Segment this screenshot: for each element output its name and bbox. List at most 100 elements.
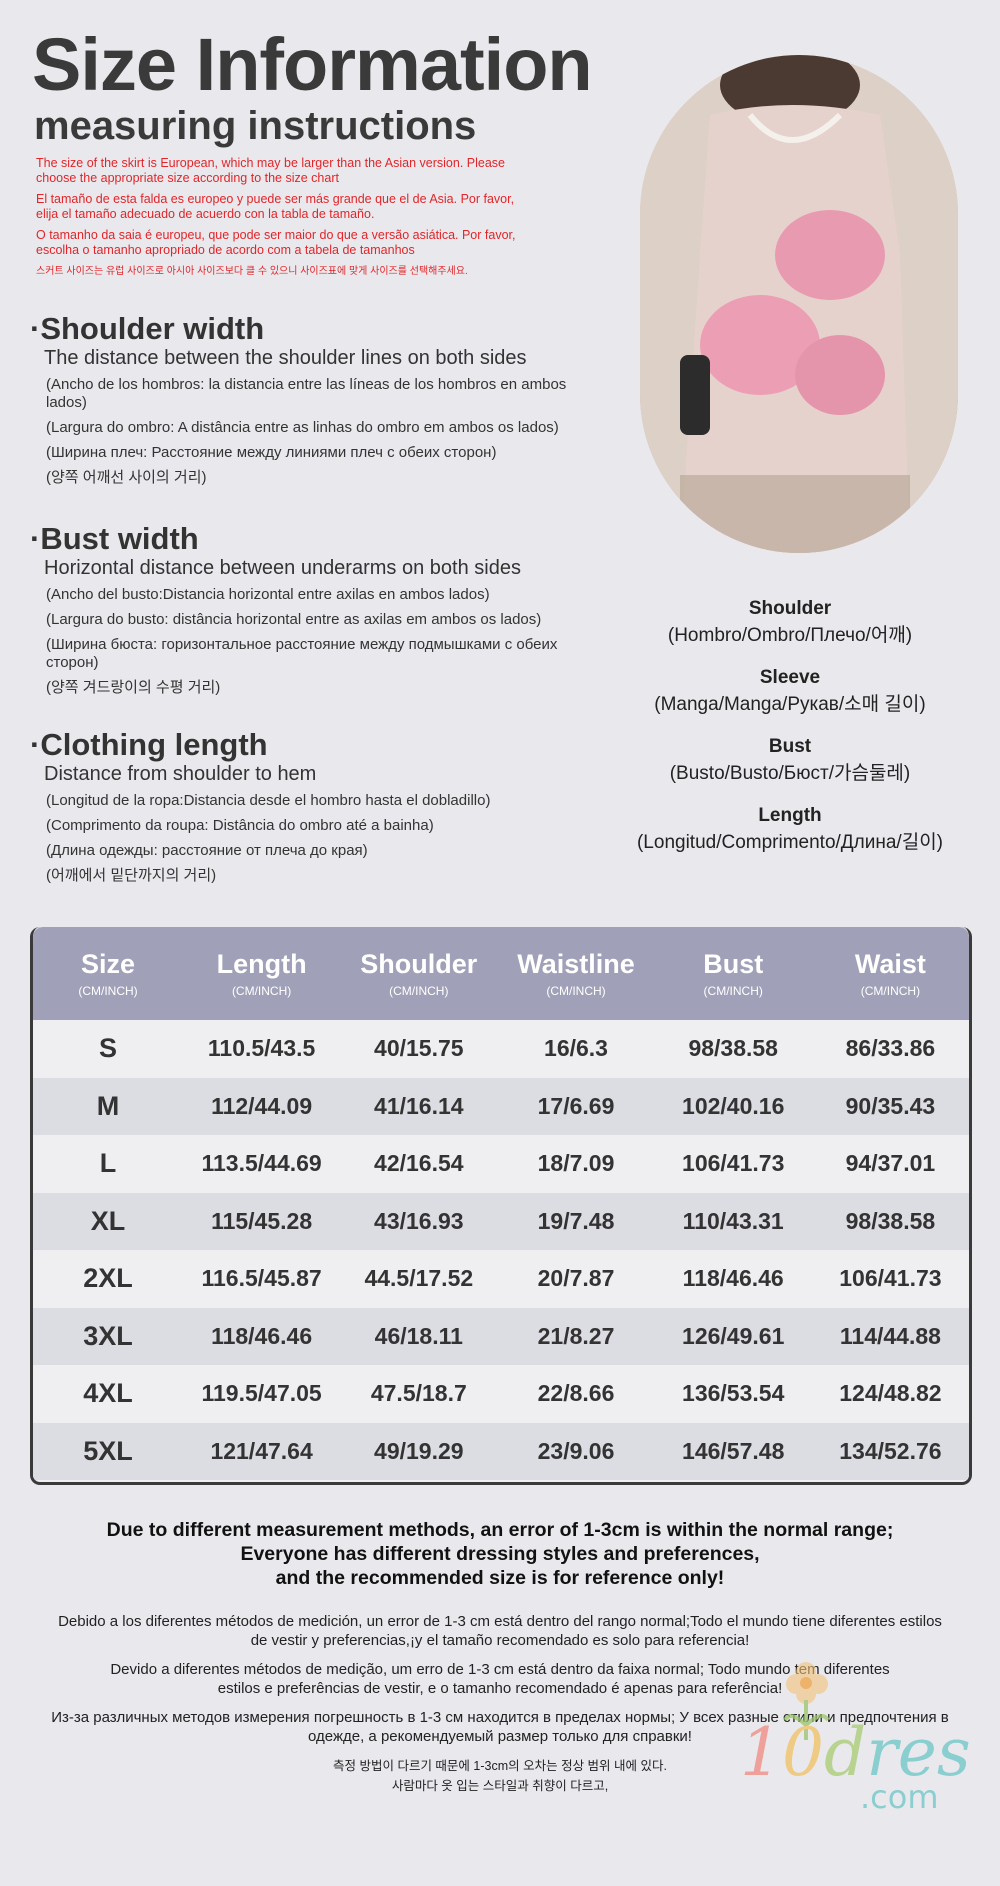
- table-cell: 118/46.46: [682, 1265, 784, 1292]
- table-cell: 136/53.54: [682, 1380, 785, 1407]
- product-photo: [640, 55, 958, 553]
- header-label: Waist: [854, 949, 926, 979]
- table-cell: 20/7.87: [537, 1265, 615, 1292]
- table-cell: 22/8.66: [537, 1380, 615, 1407]
- disclaimer-ru: Из-за различных методов измерения погреш…: [51, 1709, 949, 1745]
- notice-es: El tamaño de esta falda es europeo y pue…: [36, 192, 515, 221]
- header-label: Shoulder: [360, 949, 478, 979]
- translation: (Comprimento da roupa: Distância do ombr…: [46, 817, 434, 834]
- table-cell: 115/45.28: [211, 1207, 313, 1234]
- table-cell: 5XL: [83, 1435, 133, 1466]
- header-unit: (CM/INCH): [231, 984, 292, 998]
- table-cell: 106/41.73: [839, 1265, 942, 1292]
- page-subtitle: measuring instructions: [34, 104, 477, 148]
- disclaimer-ko-2: 사람마다 옷 입는 스타일과 취향이 다르고,: [391, 1779, 609, 1793]
- disclaimer: Due to different measurement methods, an…: [40, 1518, 960, 1796]
- table-cell: 17/6.69: [537, 1092, 615, 1119]
- translation: (Ширина бюста: горизонтальное расстояние…: [46, 636, 558, 671]
- section-title: ·Bust width: [30, 521, 199, 556]
- label-translation: (Manga/Manga/Рукав/소매 길이): [654, 694, 926, 715]
- table-cell: 146/57.48: [682, 1437, 785, 1464]
- table-header: Size (CM/INCH) Length (CM/INCH) Shoulder (CM/…: [33, 927, 969, 1020]
- header-unit: (CM/INCH): [389, 984, 449, 998]
- table-row: 2XL 116.5/45.87 44.5/17.52 20/7.87 118/46.46…: [33, 1250, 969, 1308]
- column-header: Waistline (CM/INCH): [497, 949, 654, 998]
- table-row: M 112/44.09 41/16.14 17/6.69 102/40.16 90/35.…: [33, 1077, 969, 1135]
- section-desc: Horizontal distance between underarms on…: [44, 557, 521, 579]
- label-translation: (Longitud/Comprimento/Длина/길이): [636, 832, 944, 853]
- label-name: Length: [758, 805, 822, 826]
- table-cell: 43/16.93: [374, 1207, 464, 1234]
- label-name: Bust: [768, 736, 812, 757]
- section-shoulder-width: ·Shoulder width The distance between the…: [30, 312, 590, 494]
- size-chart-table: Size (CM/INCH) Length (CM/INCH) Shoulder (CM/…: [30, 927, 972, 1485]
- translation: (Longitud de la ropa:Distancia desde el …: [46, 792, 491, 809]
- section-bust-width: ·Bust width Horizontal distance between …: [30, 522, 590, 704]
- table-cell: 114/44.88: [839, 1322, 941, 1349]
- table-cell: 40/15.75: [374, 1035, 464, 1062]
- translation: (Largura do busto: distância horizontal …: [46, 611, 542, 628]
- table-cell: 110/43.31: [682, 1207, 784, 1234]
- table-cell: 121/47.64: [210, 1437, 313, 1464]
- table-cell: 2XL: [83, 1263, 133, 1294]
- label-translation: (Busto/Busto/Бюст/가슴둘레): [669, 763, 911, 784]
- table-cell: M: [96, 1090, 120, 1121]
- table-cell: L: [99, 1148, 117, 1179]
- section-desc: Distance from shoulder to hem: [44, 763, 317, 785]
- section-clothing-length: ·Clothing length Distance from shoulder …: [30, 728, 590, 892]
- table-cell: 126/49.61: [682, 1322, 785, 1349]
- table-cell: 46/18.11: [374, 1322, 463, 1349]
- table-cell: XL: [90, 1205, 126, 1236]
- disclaimer-line: and the recommended size is for referenc…: [275, 1567, 725, 1589]
- header-label: Waistline: [517, 949, 635, 979]
- label-translation: (Hombro/Ombro/Плечо/어깨): [667, 625, 913, 646]
- notice-en: The size of the skirt is European, which…: [36, 156, 505, 185]
- column-header: Shoulder (CM/INCH): [340, 949, 497, 998]
- label-name: Sleeve: [759, 667, 821, 688]
- label-name: Shoulder: [748, 598, 832, 619]
- label-bust: Bust (Busto/Busto/Бюст/가슴둘레): [600, 736, 980, 785]
- label-length: Length (Longitud/Comprimento/Длина/길이): [600, 805, 980, 854]
- section-desc: The distance between the shoulder lines …: [44, 347, 527, 369]
- table-cell: 86/33.86: [845, 1035, 936, 1062]
- table-row: 4XL 119.5/47.05 47.5/18.7 22/8.66 136/53.54 1…: [33, 1365, 969, 1423]
- page-title: Size Information: [32, 23, 593, 106]
- table-cell: 4XL: [83, 1378, 133, 1409]
- size-notice: The size of the skirt is European, which…: [36, 156, 516, 285]
- translation: (어깨에서 밑단까지의 거리): [46, 867, 217, 884]
- table-cell: 124/48.82: [839, 1380, 942, 1407]
- table-cell: 94/37.01: [845, 1150, 936, 1177]
- notice-ko: 스커트 사이즈는 유럽 사이즈로 아시아 사이즈보다 클 수 있으니 사이즈표에…: [36, 266, 468, 277]
- table-cell: 110.5/43.5: [207, 1035, 316, 1062]
- table-cell: 116.5/45.87: [201, 1265, 322, 1292]
- translation: (Largura do ombro: A distância entre as …: [46, 419, 559, 436]
- column-header: Size (CM/INCH): [33, 949, 183, 998]
- measurement-labels: Shoulder (Hombro/Ombro/Плечо/어깨) Sleeve (M…: [600, 598, 980, 874]
- column-header: Length (CM/INCH): [183, 949, 340, 998]
- table-cell: 106/41.73: [682, 1150, 785, 1177]
- header-unit: (CM/INCH): [860, 984, 921, 998]
- table-cell: 98/38.58: [845, 1207, 936, 1234]
- header-unit: (CM/INCH): [78, 984, 138, 998]
- table-row: XL 115/45.28 43/16.93 19/7.48 110/43.31 98/38…: [33, 1192, 969, 1250]
- table-cell: 49/19.29: [374, 1437, 464, 1464]
- translation: (Ancho de los hombros: la distancia entr…: [46, 376, 567, 411]
- table-cell: 90/35.43: [845, 1092, 936, 1119]
- header-unit: (CM/INCH): [546, 984, 606, 998]
- disclaimer-en: Due to different measurement methods, an…: [40, 1518, 960, 1590]
- table-row: S 110.5/43.5 40/15.75 16/6.3 98/38.58 86/33.8…: [33, 1020, 969, 1078]
- disclaimer-pt: Devido a diferentes métodos de medição, …: [110, 1661, 890, 1697]
- table-row: 5XL 121/47.64 49/19.29 23/9.06 146/57.48 134/…: [33, 1422, 969, 1480]
- notice-pt: O tamanho da saia é europeu, que pode se…: [36, 228, 516, 257]
- label-shoulder: Shoulder (Hombro/Ombro/Плечо/어깨): [600, 598, 980, 647]
- table-cell: 42/16.54: [374, 1150, 464, 1177]
- column-header: Bust (CM/INCH): [655, 949, 812, 998]
- translation: (양쪽 겨드랑이의 수평 거리): [46, 679, 221, 696]
- section-title: ·Clothing length: [30, 727, 268, 762]
- header-label: Bust: [703, 949, 764, 979]
- table-cell: 3XL: [83, 1320, 133, 1351]
- table-cell: 18/7.09: [537, 1150, 615, 1177]
- column-header: Waist (CM/INCH): [812, 949, 969, 998]
- table-cell: 23/9.06: [537, 1437, 615, 1464]
- header-label: Size: [80, 949, 136, 979]
